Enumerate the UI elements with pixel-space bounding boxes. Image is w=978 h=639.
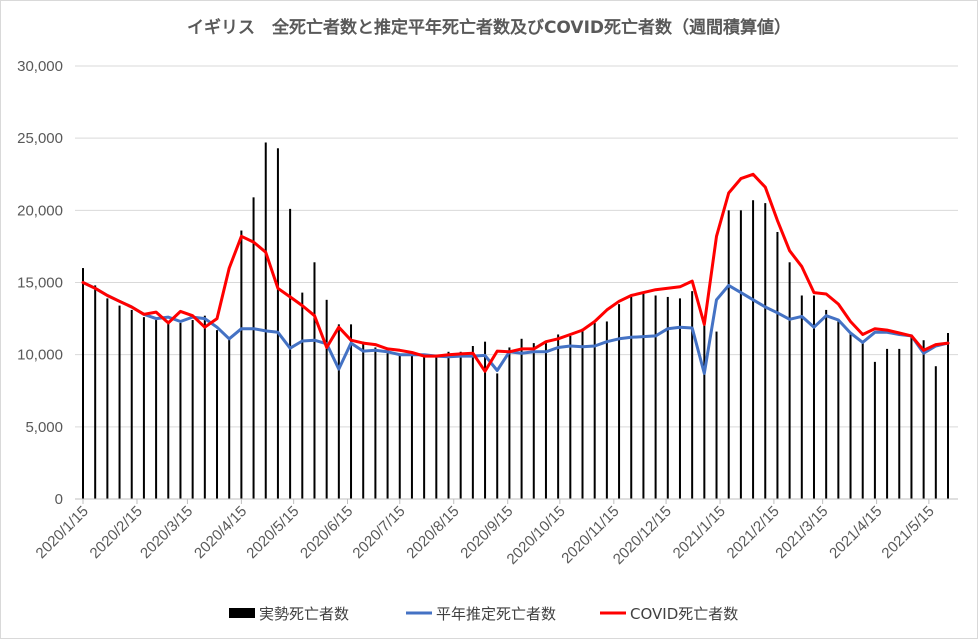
y-tick-label: 0 (55, 491, 63, 508)
bar (605, 321, 608, 499)
bar (374, 347, 377, 499)
bar (471, 346, 474, 499)
bar (678, 298, 681, 499)
bar (435, 354, 438, 499)
bar (618, 304, 621, 499)
bar (508, 347, 511, 499)
y-tick-label: 15,000 (17, 275, 63, 292)
y-tick-label: 20,000 (17, 202, 63, 219)
bar (947, 333, 949, 499)
bar (630, 296, 633, 499)
bar (337, 324, 340, 499)
bar (216, 330, 219, 499)
bar (581, 328, 584, 499)
bar (130, 309, 133, 499)
legend-label: COVID死亡者数 (630, 605, 738, 623)
bar (520, 338, 523, 499)
bar (276, 148, 279, 499)
chart-title: イギリス 全死亡者数と推定平年死亡者数及びCOVID死亡者数（週間積算値） (187, 17, 791, 38)
bar (167, 321, 170, 499)
y-tick-label: 10,000 (17, 347, 63, 364)
y-tick-label: 5,000 (25, 419, 63, 436)
bar (386, 353, 389, 499)
legend-label: 平年推定死亡者数 (436, 605, 556, 623)
bar (532, 343, 535, 499)
bar (557, 334, 560, 499)
bar (362, 341, 365, 499)
bar (118, 305, 121, 499)
y-tick-label: 25,000 (17, 130, 63, 147)
bar (654, 295, 657, 499)
bar (849, 333, 852, 499)
bar (447, 351, 450, 499)
bar (155, 320, 158, 499)
series-line (81, 172, 950, 373)
bar (886, 348, 889, 499)
y-tick-label: 30,000 (17, 58, 63, 75)
bar (228, 338, 231, 499)
y-axis-ticks: 0 5,000 10,000 15,000 20,000 25,000 30,000 (17, 58, 63, 508)
bar (484, 341, 487, 499)
series-line (81, 281, 950, 375)
bar (934, 366, 937, 499)
bar (203, 315, 206, 499)
legend-swatch (229, 608, 255, 618)
bar (94, 285, 97, 499)
bar (252, 197, 255, 500)
bar (240, 230, 243, 500)
bar (82, 268, 84, 499)
bar (752, 200, 755, 500)
bar (825, 309, 828, 499)
bar (179, 322, 182, 499)
bar (289, 208, 292, 499)
legend-label: 実勢死亡者数 (259, 605, 349, 623)
bar (691, 291, 694, 499)
bar (544, 343, 547, 499)
bar (837, 321, 840, 499)
bar (423, 356, 426, 499)
bar (325, 299, 328, 499)
bar (459, 351, 462, 499)
gridlines (75, 65, 958, 428)
bar (642, 292, 645, 499)
bar (922, 340, 925, 499)
bar (313, 262, 316, 499)
bars-group (82, 142, 949, 500)
bar (861, 343, 864, 499)
bar (703, 320, 706, 499)
bar (898, 348, 901, 499)
bar (727, 210, 730, 500)
bar (739, 210, 742, 500)
bar (776, 231, 779, 499)
bar (191, 320, 194, 499)
bar (666, 296, 669, 499)
bar (764, 203, 767, 499)
bar (142, 317, 145, 499)
lines-group (81, 172, 950, 375)
bar (301, 292, 304, 499)
bar (788, 262, 791, 499)
bar (715, 331, 718, 499)
bar (873, 361, 876, 499)
bar (800, 295, 803, 499)
bar (350, 324, 353, 499)
bar (106, 298, 109, 499)
legend: 実勢死亡者数 平年推定死亡者数 COVID死亡者数 (229, 605, 738, 623)
bar (812, 295, 815, 499)
bar (264, 142, 267, 499)
bar (410, 354, 413, 499)
bar (496, 373, 499, 499)
bar (398, 354, 401, 499)
bar (593, 322, 596, 499)
bar (569, 335, 572, 499)
bar (910, 334, 913, 499)
